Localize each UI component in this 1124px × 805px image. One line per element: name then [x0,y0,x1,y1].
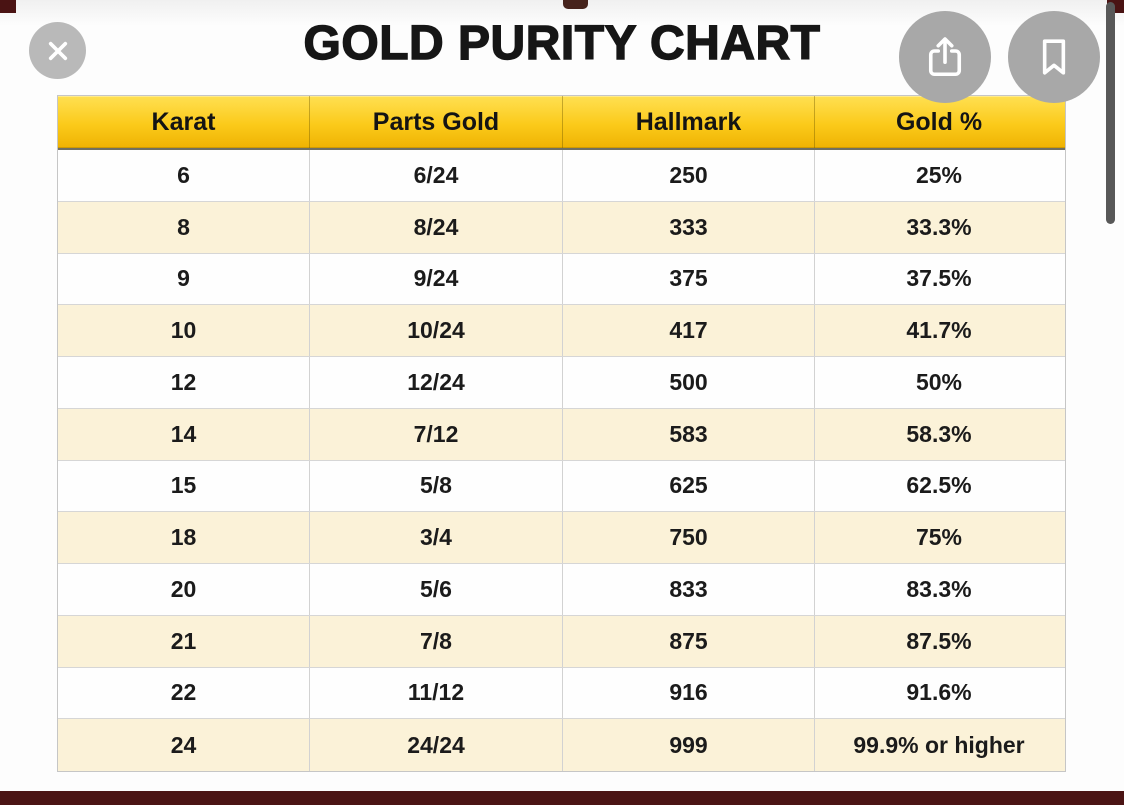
table-cell: 20 [58,564,310,615]
table-cell: 10/24 [310,305,563,356]
table-row: 6 6/24 250 25% [58,150,1065,202]
table-cell: 22 [58,667,310,719]
table-cell: 8 [58,201,310,253]
table-cell: 37.5% [906,265,972,292]
column-header-parts-gold: Parts Gold [310,96,563,148]
table-cell: 87.5% [906,627,972,654]
table-body: 6 6/24 250 25% 8 8/24 333 33.3% 9 9/24 375 37.5% 10 1… [58,150,1065,771]
table-cell: 7/12 [310,408,563,460]
table-cell: 24/24 [310,719,563,771]
table-row: 8 8/24 333 33.3% [58,201,1065,254]
column-header-karat: Karat [58,96,310,148]
table-cell: 12/24 [310,357,563,408]
table-cell: 41.7% [906,317,972,344]
table-cell: 33.3% [906,213,972,240]
column-header-gold-: Gold % [895,107,983,136]
share-button[interactable] [899,11,991,103]
table-cell: 25% [915,161,963,188]
table-cell: 9/24 [310,253,563,305]
table-header-row: Karat Parts Gold Hallmark Gold % [58,96,1065,150]
table-row: 14 7/12 583 58.3% [58,408,1065,461]
page-edge-artifact-top-center [563,0,588,9]
table-cell: 10 [58,305,310,356]
table-row: 21 7/8 875 87.5% [58,615,1065,668]
table-row: 10 10/24 417 41.7% [58,305,1065,357]
table-cell: 50% [915,368,963,395]
column-header-hallmark: Hallmark [563,96,815,148]
table-cell: 11/12 [310,667,563,719]
table-cell: 21 [58,615,310,667]
table-cell: 99.9% or higher [853,731,1025,758]
share-icon [928,37,962,77]
page-edge-bar-bottom [0,791,1124,805]
table-cell: 8/24 [310,201,563,253]
table-cell: 83.3% [906,575,972,602]
table-cell: 24 [58,719,310,771]
table-cell: 7/8 [310,615,563,667]
page-edge-artifact-top-left [0,0,16,13]
table-cell: 18 [58,512,310,563]
table-cell: 6 [58,150,310,201]
table-cell: 250 [563,150,815,201]
table-cell: 5/8 [310,460,563,512]
table-cell: 833 [563,564,815,615]
gold-purity-table: Karat Parts Gold Hallmark Gold % 6 6/24 250 25… [57,95,1066,772]
close-button[interactable] [29,22,86,79]
table-cell: 999 [563,719,815,771]
table-cell: 91.6% [906,679,972,706]
table-row: 12 12/24 500 50% [58,357,1065,409]
table-cell: 58.3% [906,420,972,447]
table-cell: 75% [915,524,963,551]
table-cell: 62.5% [906,472,972,499]
bookmark-button[interactable] [1008,11,1100,103]
close-icon [48,41,67,60]
table-cell: 500 [563,357,815,408]
page-title: GOLD PURITY CHART [303,16,821,70]
table-row: 20 5/6 833 83.3% [58,564,1065,616]
table-cell: 6/24 [310,150,563,201]
table-row: 9 9/24 375 37.5% [58,253,1065,306]
table-row: 22 11/12 916 91.6% [58,667,1065,720]
table-cell: 875 [563,615,815,667]
table-cell: 12 [58,357,310,408]
table-cell: 916 [563,667,815,719]
table-cell: 583 [563,408,815,460]
table-cell: 3/4 [310,512,563,563]
bookmark-icon [1042,39,1066,75]
table-cell: 14 [58,408,310,460]
table-row: 24 24/24 999 99.9% or higher [58,719,1065,771]
table-cell: 375 [563,253,815,305]
table-cell: 5/6 [310,564,563,615]
table-cell: 625 [563,460,815,512]
table-cell: 417 [563,305,815,356]
table-cell: 9 [58,253,310,305]
table-cell: 750 [563,512,815,563]
table-row: 18 3/4 750 75% [58,512,1065,564]
table-row: 15 5/8 625 62.5% [58,460,1065,513]
scrollbar-thumb[interactable] [1106,2,1115,224]
table-cell: 15 [58,460,310,512]
table-cell: 333 [563,201,815,253]
